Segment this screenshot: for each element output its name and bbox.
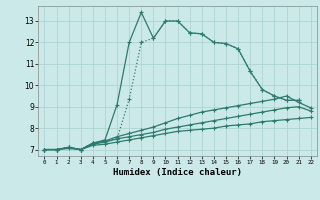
X-axis label: Humidex (Indice chaleur): Humidex (Indice chaleur) (113, 168, 242, 177)
